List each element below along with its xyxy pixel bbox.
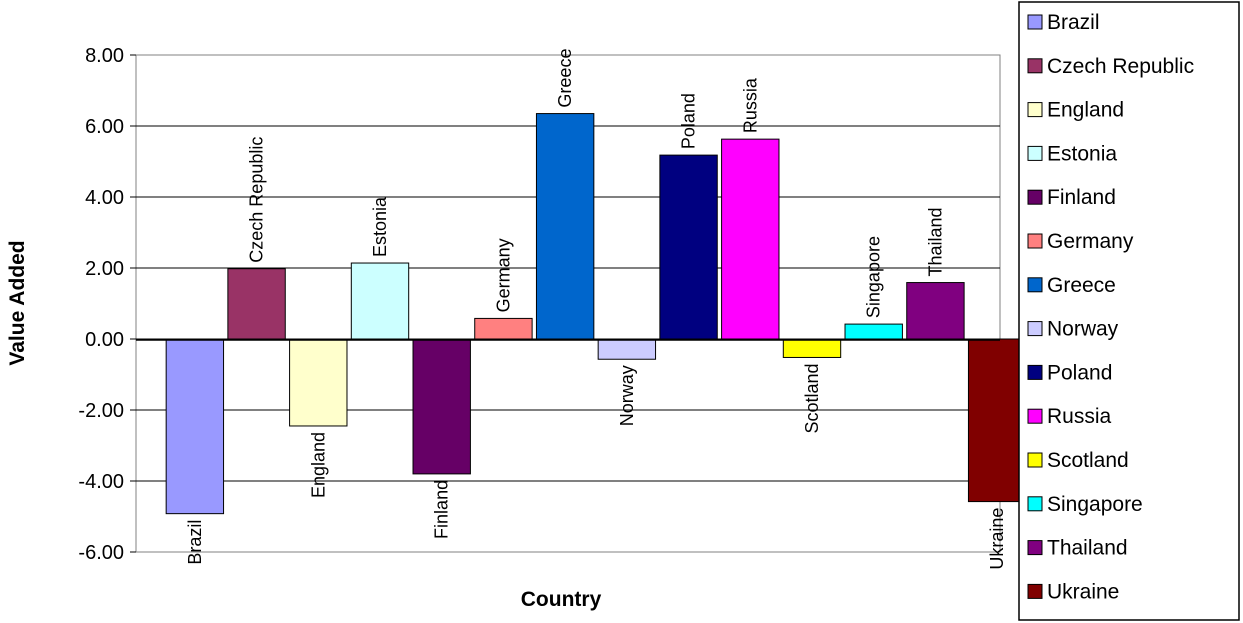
legend-swatch-poland [1027,364,1043,380]
bar-series [165,113,1027,515]
legend-swatch-czech-republic [1027,58,1043,74]
bar-label-england: England [308,432,328,498]
bar-estonia [350,262,410,340]
bar-label-brazil: Brazil [185,520,205,565]
bar-czech-republic [227,268,286,340]
y-tick-label: 6.00 [85,116,124,138]
legend-label-ukraine: Ukraine [1047,580,1119,603]
bar-label-norway: Norway [617,365,637,426]
legend-label-finland: Finland [1047,186,1116,209]
y-tick-label: -6.00 [78,542,124,564]
legend-swatch-finland [1027,189,1043,205]
y-tick-label: 0.00 [85,329,124,351]
legend-label-singapore: Singapore [1047,493,1143,516]
legend-label-brazil: Brazil [1047,11,1100,34]
legend-swatch-estonia [1027,145,1043,161]
y-axis-ticks: 8.00 6.00 4.00 2.00 0.00 -2.00 -4.00 -6.00 [78,45,136,564]
bar-data-labels: Brazil Czech Republic England Estonia Finlan… [185,49,1007,570]
bar-label-scotland: Scotland [802,363,822,433]
gridlines [136,125,1000,482]
bar-label-czech-republic: Czech Republic [247,137,267,263]
bar-label-estonia: Estonia [370,196,390,257]
bar-label-germany: Germany [493,238,513,312]
bar-ukraine [967,338,1027,503]
y-tick-label: 8.00 [85,45,124,67]
bar-poland [659,154,718,340]
bar-england [289,338,348,427]
bar-label-russia: Russia [740,77,760,133]
bar-norway [597,338,657,360]
legend-swatch-brazil [1027,14,1043,30]
y-tick-label: 4.00 [85,187,124,209]
legend-box [1018,1,1240,621]
bar-greece [535,113,595,340]
bar-germany [474,317,533,340]
legend-swatch-norway [1027,321,1043,337]
legend-label-greece: Greece [1047,274,1116,297]
legend-label-russia: Russia [1047,405,1112,428]
y-axis-title: Value Added [6,240,29,365]
legend: Brazil Czech Republic England Estonia Finlan… [1018,1,1240,621]
legend-label-thailand: Thailand [1047,537,1128,560]
legend-label-germany: Germany [1047,230,1134,253]
bar-label-ukraine: Ukraine [987,508,1007,570]
legend-swatch-england [1027,102,1043,118]
x-axis-title: Country [521,588,602,611]
bar-thailand [906,282,965,340]
bar-label-greece: Greece [555,49,575,108]
legend-label-poland: Poland [1047,361,1112,384]
bar-label-finland: Finland [432,480,452,539]
legend-swatch-germany [1027,233,1043,249]
bar-russia [721,138,780,340]
bar-brazil [165,338,225,515]
y-tick-label: -4.00 [78,471,124,493]
legend-swatch-singapore [1027,496,1043,512]
legend-label-estonia: Estonia [1047,142,1117,165]
y-tick-label: -2.00 [78,400,124,422]
legend-swatch-greece [1027,277,1043,293]
legend-swatch-thailand [1027,540,1043,556]
legend-swatch-scotland [1027,452,1043,468]
bar-finland [412,338,471,475]
legend-label-norway: Norway [1047,318,1119,341]
legend-label-scotland: Scotland [1047,449,1129,472]
legend-swatch-ukraine [1027,583,1043,599]
legend-swatch-russia [1027,408,1043,424]
bar-label-singapore: Singapore [864,236,884,318]
bar-label-poland: Poland [679,93,699,149]
bar-label-thailand: Thailand [925,208,945,277]
bar-singapore [844,323,903,340]
bar-scotland [782,338,842,358]
legend-label-england: England [1047,99,1124,122]
legend-label-czech-republic: Czech Republic [1047,55,1194,78]
y-tick-label: 2.00 [85,258,124,280]
